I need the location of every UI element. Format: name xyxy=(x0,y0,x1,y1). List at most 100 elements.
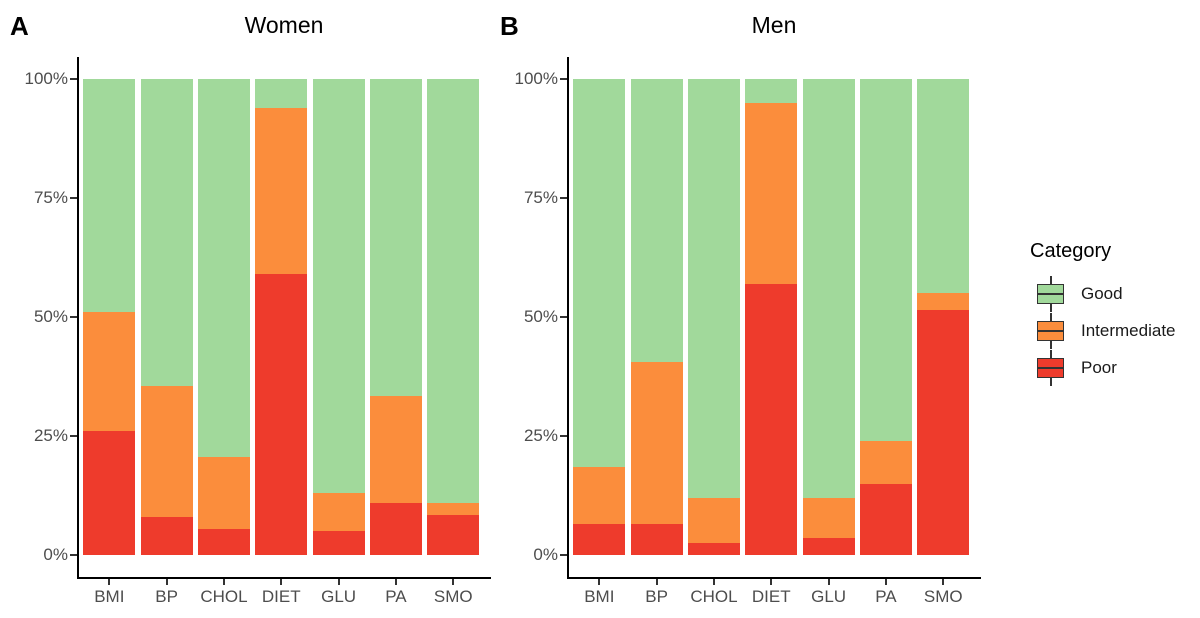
poor-color-swatch xyxy=(1037,358,1064,378)
panel-a-y-tick-label: 0% xyxy=(43,545,68,564)
panel-b-title: Men xyxy=(751,12,797,38)
panel-b-x-tick xyxy=(598,579,601,585)
panel-a-plot: 0% 25% 50% 75% 100% BMI BP CHOL DIET GLU PA SMO xyxy=(25,57,491,606)
segment-poor xyxy=(312,531,365,555)
panel-b-y-tick-label: 0% xyxy=(533,545,558,564)
panel-a-y-tick-label: 100% xyxy=(24,69,68,88)
segment-good xyxy=(312,79,365,494)
segment-intermediate xyxy=(917,293,970,310)
panel-a-x-tick xyxy=(165,579,168,585)
panel-b-x-tick xyxy=(712,579,715,585)
panel-a-y-tick xyxy=(70,78,77,80)
panel-b-x-tick-label: DIET xyxy=(751,587,791,606)
panel-b-x-tick-label: PA xyxy=(875,587,897,606)
segment-good xyxy=(859,79,912,441)
segment-intermediate xyxy=(140,386,193,517)
panel-b-bar-pa xyxy=(859,79,912,555)
panel-b-x-tick-label: CHOL xyxy=(690,587,738,606)
segment-intermediate xyxy=(687,497,740,544)
panel-a-x-tick xyxy=(280,579,283,585)
segment-intermediate xyxy=(369,395,422,503)
legend-key xyxy=(1037,313,1064,349)
segment-intermediate xyxy=(573,466,626,525)
panel-a-y-axis-line xyxy=(77,57,79,579)
panel-a-x-tick xyxy=(394,579,397,585)
segment-good xyxy=(802,79,855,498)
segment-good xyxy=(427,79,480,503)
panel-b-x-tick xyxy=(770,579,773,585)
panel-a-x-tick-label: DIET xyxy=(261,587,301,606)
panel-a-y-tick xyxy=(70,316,77,318)
segment-poor xyxy=(369,502,422,555)
segment-poor xyxy=(859,483,912,555)
legend-items: Good Intermediate Poor xyxy=(1028,276,1176,386)
panel-b-bar-bp xyxy=(630,79,683,555)
panel-b-x-tick-label: BP xyxy=(645,587,668,606)
segment-poor xyxy=(197,528,250,555)
panel-b-x-axis-line xyxy=(567,577,981,579)
panel-a-x-axis-line xyxy=(77,577,491,579)
segment-intermediate xyxy=(197,457,250,529)
segment-intermediate xyxy=(630,362,683,525)
panel-a-title: Women xyxy=(244,12,324,38)
panel-a-x-tick-label: BMI xyxy=(94,587,125,606)
segment-good xyxy=(369,79,422,396)
segment-intermediate xyxy=(859,440,912,484)
legend-title: Category xyxy=(1030,240,1112,262)
panel-a-x-tick-label: CHOL xyxy=(200,587,248,606)
panel-b-y-tick xyxy=(560,316,567,318)
segment-intermediate xyxy=(312,493,365,532)
panel-a-bar-pa xyxy=(369,79,422,555)
legend-key xyxy=(1037,350,1064,386)
panel-a-x-tick xyxy=(222,579,225,585)
panel-a-y-tick xyxy=(70,435,77,437)
segment-intermediate xyxy=(255,107,308,275)
panel-b-bar-glu xyxy=(802,79,855,555)
segment-poor xyxy=(140,516,193,555)
segment-good xyxy=(197,79,250,458)
good-color-swatch xyxy=(1037,284,1064,304)
segment-poor xyxy=(745,283,798,555)
panel-a-bar-chol xyxy=(197,79,250,555)
intermediate-color-swatch xyxy=(1037,321,1064,341)
panel-b-y-tick-label: 50% xyxy=(523,307,558,326)
segment-poor xyxy=(255,274,308,555)
panel-a-x-tick xyxy=(337,579,340,585)
panel-b-plot: 0% 25% 50% 75% 100% BMI BP CHOL DIET GLU PA SMO xyxy=(515,57,981,606)
legend-label: Poor xyxy=(1081,358,1117,377)
panel-a-bar-diet xyxy=(255,79,308,555)
segment-good xyxy=(140,79,193,387)
legend: Category Good Intermediate Poor xyxy=(1028,240,1176,386)
panel-a-bar-smo xyxy=(427,79,480,555)
panel-b-y-axis-line xyxy=(567,57,569,579)
segment-poor xyxy=(687,543,740,555)
segment-poor xyxy=(630,524,683,555)
segment-intermediate xyxy=(83,312,136,432)
panel-a-y-tick xyxy=(70,197,77,199)
legend-item-poor: Poor xyxy=(1028,350,1176,386)
legend-key xyxy=(1037,276,1064,312)
panel-b-y-tick-label: 75% xyxy=(523,188,558,207)
panel-b-x-tick-label: BMI xyxy=(584,587,615,606)
legend-item-good: Good xyxy=(1028,276,1176,312)
panel-b-tag: B xyxy=(500,11,519,41)
panel-b-x-tick-label: GLU xyxy=(811,587,847,606)
segment-intermediate xyxy=(745,102,798,284)
panel-a-bar-bmi xyxy=(83,79,136,555)
panel-a-x-tick xyxy=(452,579,455,585)
segment-intermediate xyxy=(427,502,480,515)
panel-a-bar-glu xyxy=(312,79,365,555)
segment-intermediate xyxy=(802,497,855,539)
panel-a-y-tick-label: 50% xyxy=(33,307,68,326)
segment-good xyxy=(573,79,626,467)
legend-label: Intermediate xyxy=(1081,321,1176,340)
segment-poor xyxy=(83,431,136,555)
panel-a-y-tick-label: 25% xyxy=(33,426,68,445)
panel-a-y-tick-label: 75% xyxy=(33,188,68,207)
panel-b-y-tick xyxy=(560,554,567,556)
segment-good xyxy=(83,79,136,313)
panel-a-x-tick-label: BP xyxy=(155,587,178,606)
panel-b-y-tick xyxy=(560,435,567,437)
panel-a-x-tick-label: GLU xyxy=(321,587,357,606)
panel-a-x-tick-label: SMO xyxy=(433,587,473,606)
